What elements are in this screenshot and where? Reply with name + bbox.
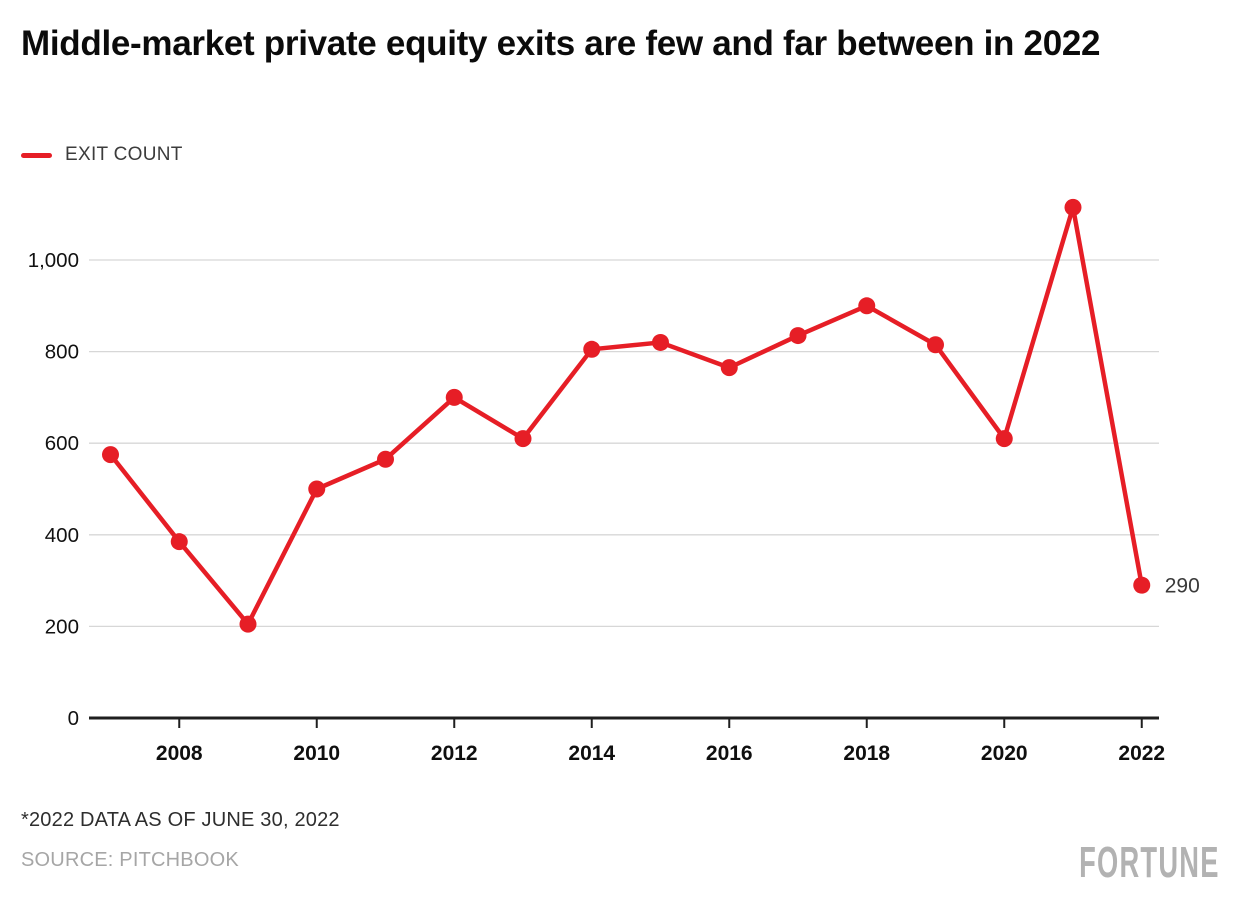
data-point-2015: [652, 333, 669, 351]
y-tick-label-800: 800: [45, 341, 79, 364]
line-chart: 0 200 400 600 800 1,000 2008 2010 2012 2014 2016 20…: [28, 198, 1200, 765]
legend-line-swatch-icon: [21, 152, 52, 158]
x-tick-label-2020: 2020: [981, 742, 1028, 765]
legend-label: EXIT COUNT: [65, 144, 183, 165]
y-tick-label-1000: 1,000: [28, 249, 79, 272]
data-point-2016: [720, 359, 738, 377]
chart-footnote: *2022 DATA AS OF JUNE 30, 2022: [21, 809, 340, 831]
data-point-2013: [514, 430, 532, 448]
y-tick-label-0: 0: [68, 707, 79, 730]
x-tick-label-2008: 2008: [156, 742, 203, 765]
legend: EXIT COUNT: [21, 144, 183, 166]
data-point-2020: [995, 430, 1013, 448]
data-point-2007: [102, 446, 119, 464]
data-point-2012: [445, 388, 463, 406]
y-tick-label-200: 200: [45, 615, 79, 638]
x-tick-label-2012: 2012: [431, 742, 478, 765]
data-point-2018: [858, 297, 876, 315]
x-tick-label-2022: 2022: [1118, 742, 1165, 765]
y-tick-label-600: 600: [45, 432, 79, 455]
x-tick-label-2018: 2018: [843, 742, 890, 765]
data-point-2022: [1133, 576, 1151, 594]
data-point-2008: [170, 533, 188, 551]
data-point-2011: [377, 450, 394, 468]
x-tick-label-2016: 2016: [706, 742, 753, 765]
data-point-2014: [583, 340, 601, 358]
fortune-logo: FORTUNE: [1079, 838, 1220, 887]
value-label-2022: 290: [1165, 575, 1200, 598]
source-credit: SOURCE: PITCHBOOK: [21, 849, 239, 871]
chart-title: Middle-market private equity exits are f…: [21, 24, 1101, 63]
data-point-2019: [927, 336, 944, 354]
x-tick-label-2010: 2010: [293, 742, 340, 765]
x-tick-label-2014: 2014: [568, 742, 615, 765]
y-tick-label-400: 400: [45, 524, 79, 547]
series-line: [108, 205, 1144, 627]
data-point-2021: [1064, 198, 1082, 216]
data-point-2010: [308, 480, 326, 498]
data-point-2009: [239, 615, 257, 633]
data-point-2017: [789, 327, 807, 345]
